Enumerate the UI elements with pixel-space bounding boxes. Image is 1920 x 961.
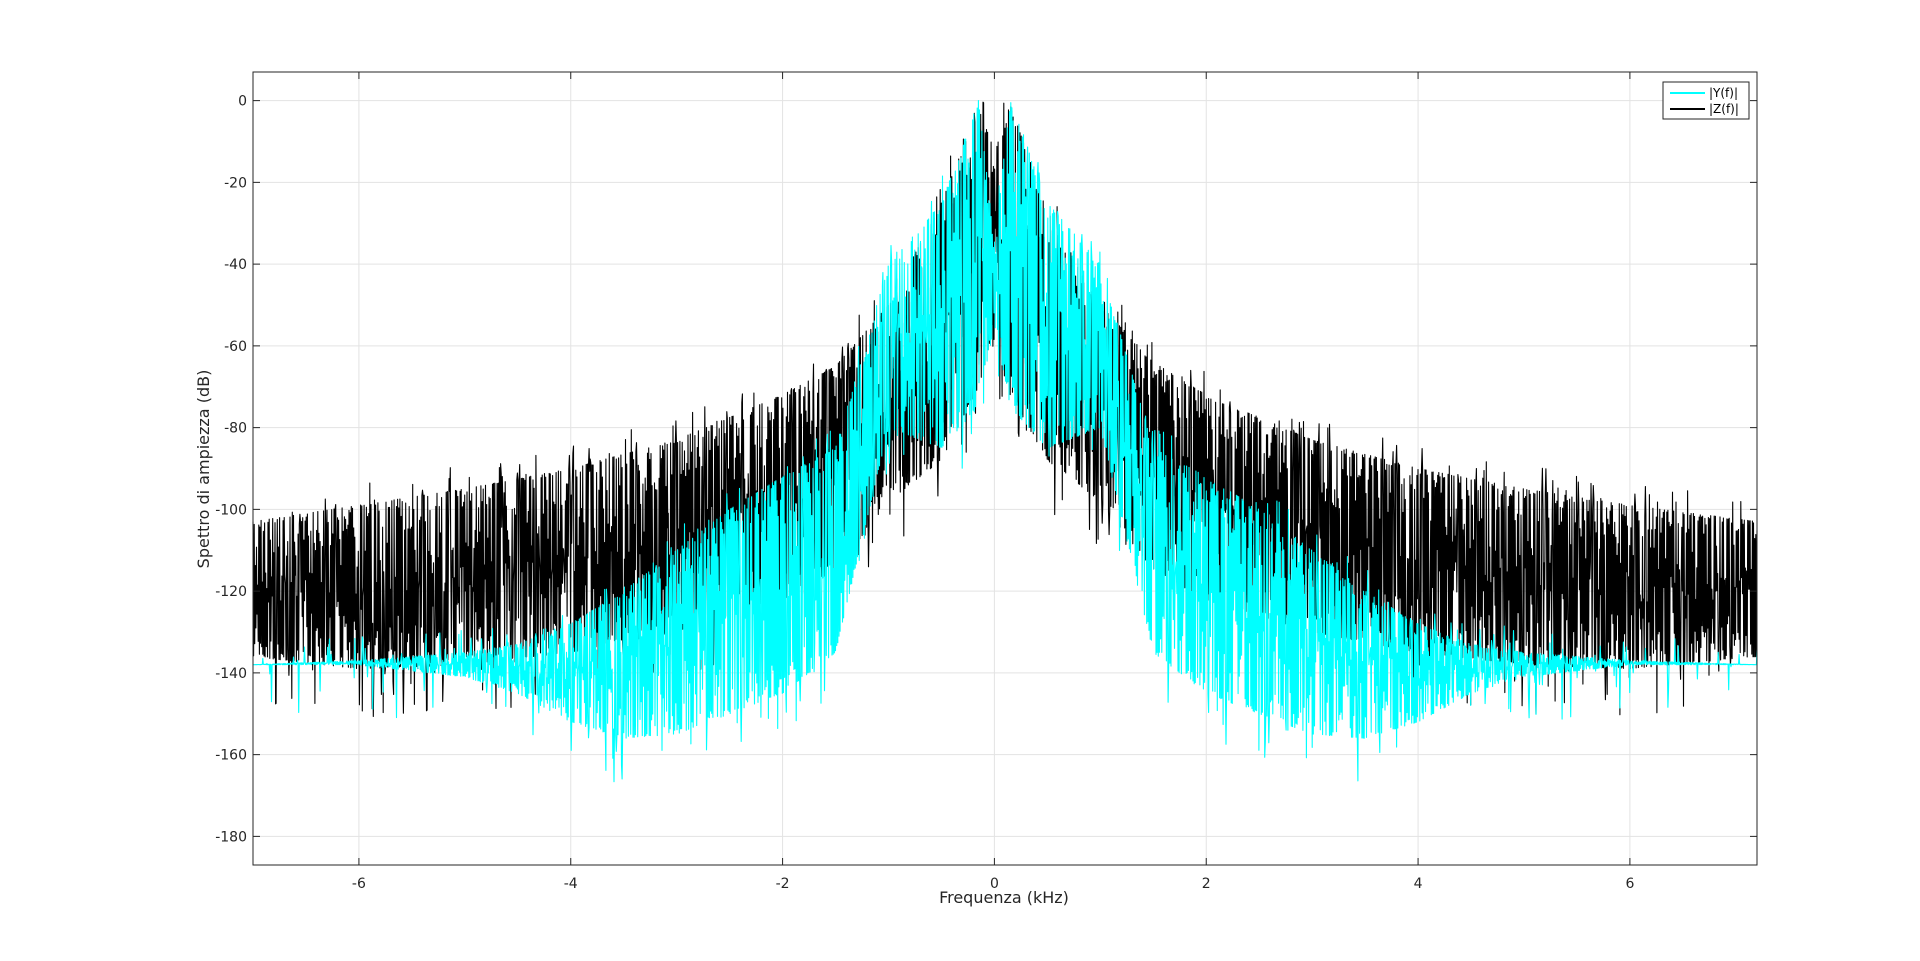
x-tick-label: 0 <box>990 876 999 892</box>
ticks: -6 -4 -2 0 2 4 60-20-40-60-80-100-120-140-160-… <box>215 72 1757 892</box>
x-tick-label: 2 <box>1202 876 1211 892</box>
y-tick-label: -20 <box>224 175 247 191</box>
legend[interactable]: |Y(f)| |Z(f)| <box>1662 81 1750 120</box>
y-tick-label: -60 <box>224 339 247 355</box>
series-y-line <box>253 100 1758 783</box>
y-tick-label: -100 <box>215 502 247 518</box>
y-tick-label: -120 <box>215 584 247 600</box>
x-axis-title: Frequenza (kHz) <box>939 888 1069 907</box>
y-tick-label: 0 <box>238 94 247 110</box>
y-tick-label: -160 <box>215 748 247 764</box>
series-z-line <box>252 101 1758 718</box>
y-tick-label: -80 <box>224 421 247 437</box>
legend-label-y: |Y(f)| <box>1709 86 1738 100</box>
legend-label-z: |Z(f)| <box>1709 102 1739 116</box>
x-tick-label: -2 <box>776 876 790 892</box>
x-tick-label: -4 <box>564 876 578 892</box>
x-tick-label: 4 <box>1414 876 1423 892</box>
y-tick-label: -180 <box>215 829 247 845</box>
y-axis-title: Spettro di ampiezza (dB) <box>194 370 213 569</box>
series-layer <box>252 100 1758 783</box>
x-tick-label: -6 <box>352 876 366 892</box>
y-tick-label: -40 <box>224 257 247 273</box>
legend-box <box>1662 81 1750 120</box>
axes <box>252 71 1758 866</box>
axes-box <box>252 71 1758 866</box>
x-tick-label: 6 <box>1625 876 1634 892</box>
y-tick-label: -140 <box>215 666 247 682</box>
